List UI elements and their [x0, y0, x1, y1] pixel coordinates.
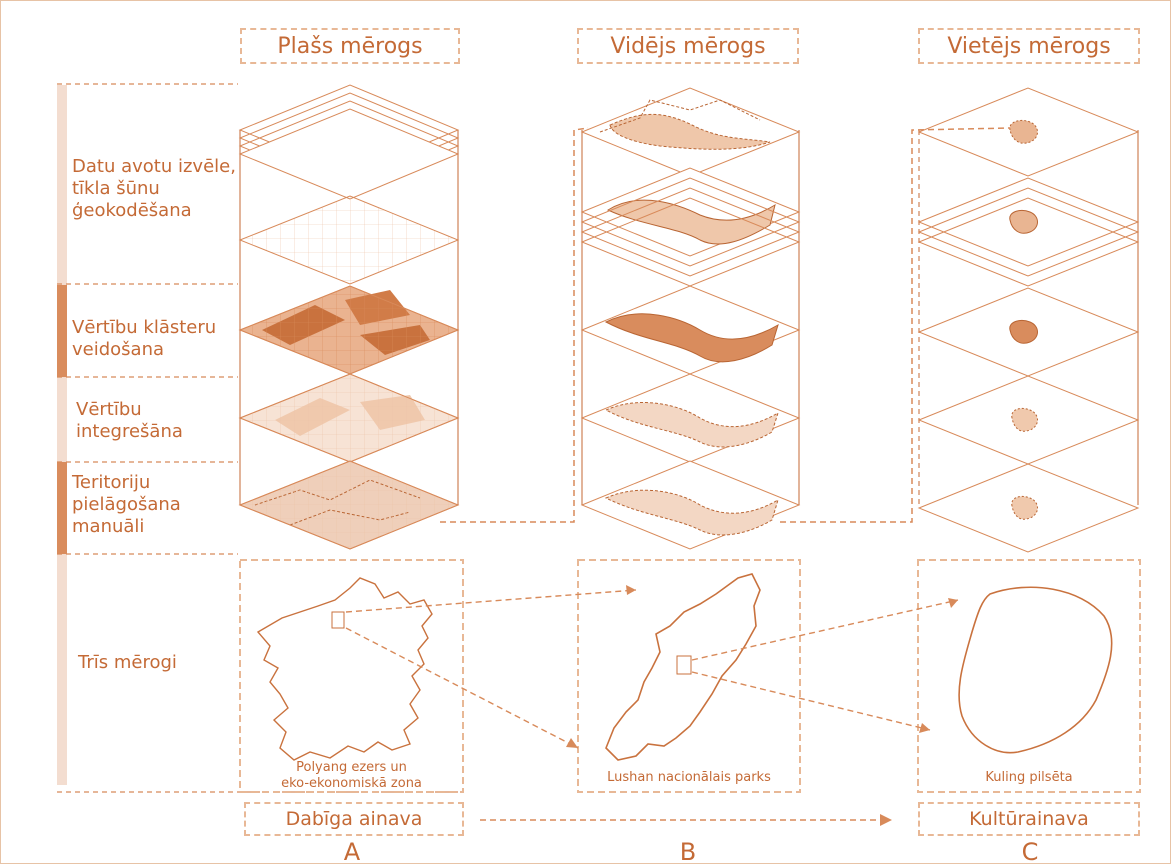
- column-letter-a: A: [343, 838, 361, 866]
- footer-natural-landscape: Dabīga ainava: [244, 802, 464, 836]
- step-data-source-label: Datu avotu izvēle, tīkla šūnu ģeokodēšan…: [72, 156, 236, 222]
- caption-map-b: Lushan nacionālais parks: [607, 770, 771, 785]
- column-connectors: [440, 127, 1011, 523]
- header-local-scale: Vietējs mērogs: [918, 28, 1140, 64]
- map-panel-b: [577, 559, 801, 793]
- caption-a-line1: Polyang ezers un: [296, 760, 407, 775]
- left-step-bar: [57, 85, 67, 785]
- column-a-layers: [238, 84, 460, 550]
- step4-line3: manuāli: [72, 515, 145, 537]
- map-b-focus-box: [676, 655, 692, 675]
- column-b-layers: [580, 87, 801, 550]
- step3-line1: Vērtību: [76, 399, 142, 420]
- step-integration-label: Vērtību integrešāna: [76, 399, 183, 443]
- map-b-outline: [605, 573, 761, 761]
- map-c-outline: [958, 586, 1113, 754]
- map-a-focus-box: [331, 611, 345, 629]
- column-letter-c: C: [1021, 838, 1039, 866]
- step1-line3: ģeokodēšana: [72, 199, 192, 221]
- map-arrows: [345, 589, 959, 821]
- step-three-scales-label: Trīs mērogi: [78, 652, 177, 673]
- header-broad-scale: Plašs mērogs: [240, 28, 460, 64]
- step4-line2: pielāgošana: [72, 493, 181, 515]
- map-a-outline: [256, 577, 433, 761]
- step2-line2: veidošana: [72, 338, 165, 360]
- step3-line2: integrešāna: [76, 420, 183, 442]
- column-c-layers: [917, 87, 1140, 553]
- step2-line1: Vērtību klāsteru: [72, 317, 217, 338]
- caption-map-a: Polyang ezers un eko-ekonomiskā zona: [240, 760, 463, 791]
- section-separators: [57, 83, 460, 793]
- step-clustering-label: Vērtību klāsteru veidošana: [72, 317, 216, 361]
- step1-line1: Datu avotu izvēle,: [72, 156, 236, 177]
- caption-a-line2: eko-ekonomiskā zona: [281, 775, 422, 791]
- caption-map-c: Kuling pilsēta: [985, 770, 1073, 785]
- map-panel-c: [917, 559, 1141, 793]
- map-panels: [239, 559, 1141, 793]
- step-bar-highlight-adjustment: [57, 462, 67, 554]
- step1-line2: tīkla šūnu: [72, 177, 160, 199]
- step4-line1: Teritoriju: [72, 472, 151, 493]
- step-manual-adjustment-label: Teritoriju pielāgošana manuāli: [72, 472, 181, 538]
- map-panel-a: [239, 559, 464, 793]
- header-medium-scale: Vidējs mērogs: [577, 28, 799, 64]
- column-letter-b: B: [679, 838, 697, 866]
- footer-cultural-landscape: Kultūrainava: [918, 802, 1140, 836]
- arrow-heads: [566, 585, 958, 826]
- step-bar-highlight-clustering: [57, 285, 67, 377]
